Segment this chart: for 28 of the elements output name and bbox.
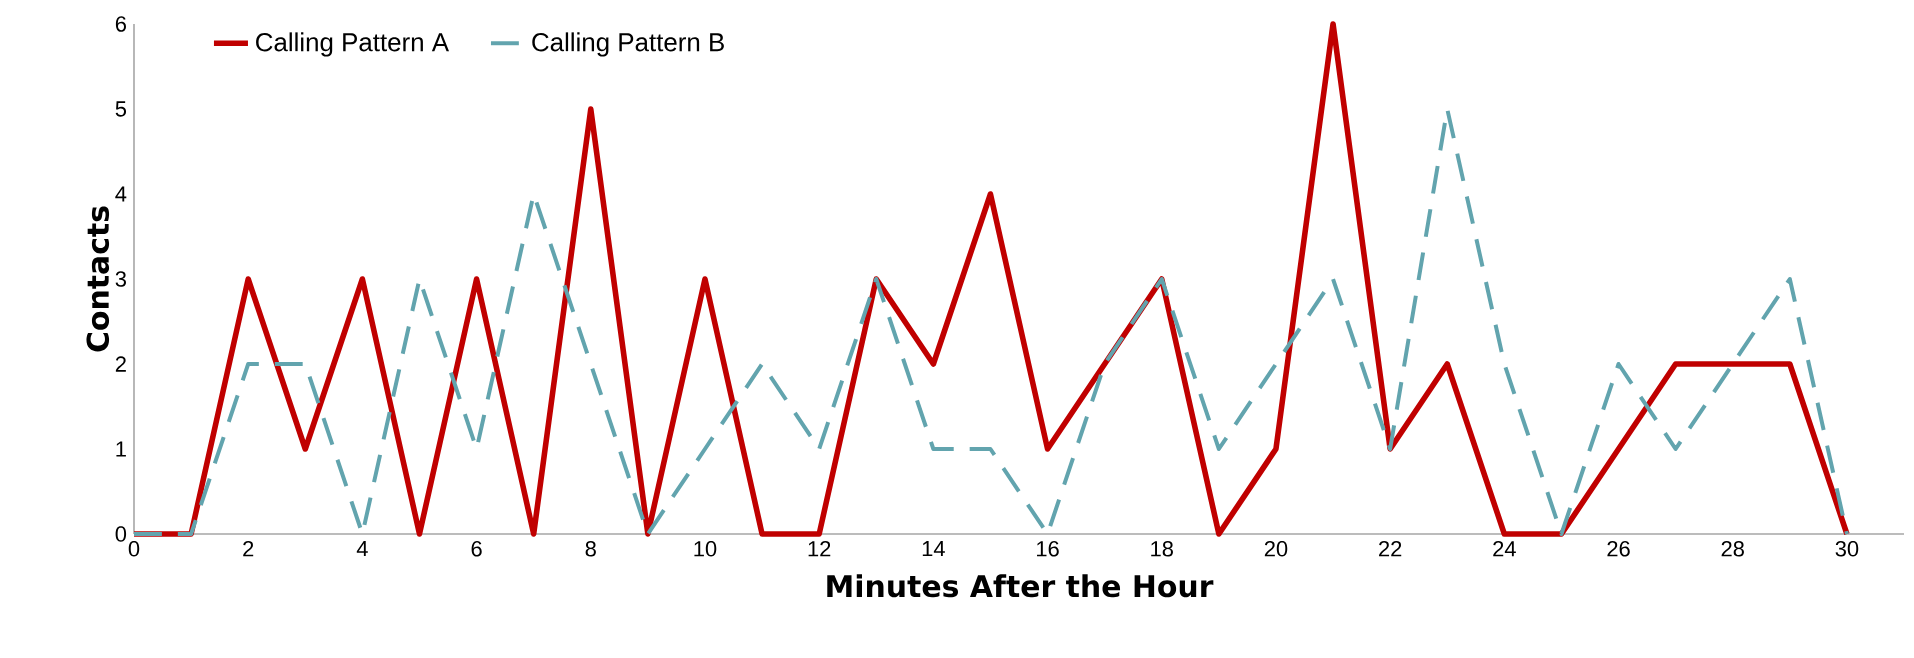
line-series xyxy=(132,107,1849,536)
x-tick-label: 2 xyxy=(243,541,254,557)
x-tick-label: 10 xyxy=(694,541,717,557)
x-tick-label: 16 xyxy=(1037,541,1059,557)
x-tick-label: 28 xyxy=(1721,541,1744,557)
y-tick-label: 6 xyxy=(115,16,126,32)
y-axis-title: Contacts xyxy=(86,206,110,352)
x-tick-label: 0 xyxy=(128,541,140,557)
x-tick-label: 14 xyxy=(922,541,945,557)
x-tick-label: 4 xyxy=(356,541,368,557)
x-tick-label: 20 xyxy=(1264,541,1288,557)
y-tick-label: 3 xyxy=(115,271,126,287)
x-tick-label: 24 xyxy=(1493,541,1516,557)
x-tick-label: 22 xyxy=(1379,541,1402,557)
x-tick-label: 8 xyxy=(585,541,596,557)
y-tick-label: 0 xyxy=(115,526,127,542)
legend-label: Calling Pattern B xyxy=(532,32,724,57)
y-tick-label: 2 xyxy=(115,356,126,372)
legend-label: Calling Pattern A xyxy=(256,32,450,57)
y-tick-label: 4 xyxy=(115,186,127,202)
x-tick-label: 26 xyxy=(1607,541,1630,557)
x-axis-title: Minutes After the Hour xyxy=(827,574,1214,598)
y-tick-label: 1 xyxy=(116,441,126,457)
x-tick-label: 6 xyxy=(471,541,482,557)
x-tick-label: 12 xyxy=(808,541,831,557)
x-tick-label: 18 xyxy=(1151,541,1173,557)
y-tick-label: 5 xyxy=(115,101,127,117)
x-tick-label: 30 xyxy=(1835,541,1859,557)
